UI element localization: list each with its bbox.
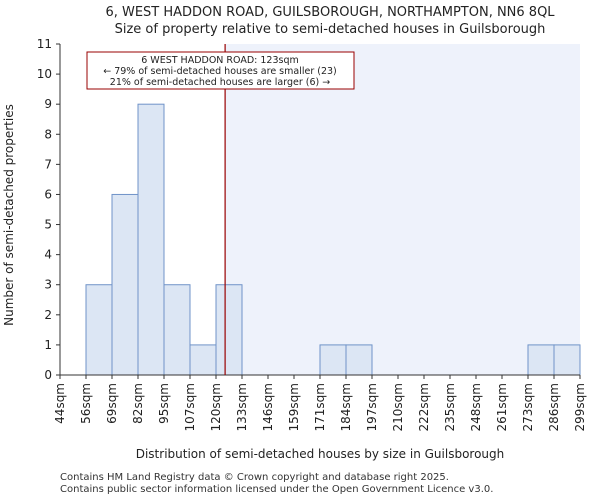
annotation-line1: 6 WEST HADDON ROAD: 123sqm	[141, 55, 299, 66]
footer-line1: Contains HM Land Registry data © Crown c…	[60, 472, 449, 483]
x-tick-label: 299sqm	[573, 383, 587, 431]
y-tick-label: 4	[44, 248, 52, 262]
x-axis-label: Distribution of semi-detached houses by …	[136, 447, 505, 461]
bar-69sqm	[111, 193, 139, 376]
x-tick-label: 56sqm	[79, 383, 93, 424]
x-tick-label: 82sqm	[131, 383, 145, 424]
y-tick-label: 0	[44, 368, 52, 382]
y-tick-label: 10	[37, 67, 52, 81]
x-tick-label: 248sqm	[469, 383, 483, 431]
y-tick-label: 6	[44, 187, 52, 201]
bar-171sqm	[319, 344, 347, 376]
y-tick-label: 3	[44, 278, 52, 292]
bar-273sqm	[527, 344, 555, 376]
footer-line2: Contains public sector information licen…	[60, 484, 494, 495]
x-tick-label: 261sqm	[495, 383, 509, 431]
y-ticks: 0 1 2 3 4 5 6 7 8 9 10 11	[37, 37, 60, 382]
x-tick-label: 210sqm	[391, 383, 405, 431]
x-tick-label: 171sqm	[313, 383, 327, 431]
x-tick-label: 159sqm	[287, 383, 301, 431]
bar-286sqm	[553, 344, 581, 376]
footer: Contains HM Land Registry data © Crown c…	[60, 472, 493, 496]
x-tick-label: 184sqm	[339, 383, 353, 431]
x-tick-label: 95sqm	[157, 383, 171, 424]
x-tick-label: 120sqm	[209, 383, 223, 431]
annotation-line3: 21% of semi-detached houses are larger (…	[110, 77, 330, 88]
y-tick-label: 11	[37, 37, 52, 51]
x-tick-label: 222sqm	[417, 383, 431, 431]
larger-region-shading	[225, 44, 580, 375]
chart-title-line1: 6, WEST HADDON ROAD, GUILSBOROUGH, NORTH…	[105, 5, 555, 20]
x-tick-label: 235sqm	[443, 383, 457, 431]
y-tick-label: 7	[44, 157, 52, 171]
annotation-line2: ← 79% of semi-detached houses are smalle…	[103, 66, 337, 77]
y-tick-label: 5	[44, 218, 52, 232]
x-tick-label: 44sqm	[53, 383, 67, 424]
bar-184sqm	[345, 344, 373, 376]
bar-120sqm	[215, 284, 243, 376]
y-tick-label: 1	[44, 338, 52, 352]
x-tick-label: 107sqm	[183, 383, 197, 431]
x-tick-label: 146sqm	[261, 383, 275, 431]
bars	[85, 103, 581, 376]
annotation-box	[86, 51, 355, 90]
y-axis-label: Number of semi-detached properties	[2, 104, 16, 326]
y-tick-label: 2	[44, 308, 52, 322]
x-tick-label: 197sqm	[365, 383, 379, 431]
bar-107sqm	[189, 344, 217, 376]
y-tick-label: 8	[44, 127, 52, 141]
x-tick-label: 69sqm	[105, 383, 119, 424]
x-tick-label: 273sqm	[521, 383, 535, 431]
x-tick-label: 286sqm	[547, 383, 561, 431]
y-tick-label: 9	[44, 97, 52, 111]
x-tick-label: 133sqm	[235, 383, 249, 431]
chart-title-line2: Size of property relative to semi-detach…	[115, 22, 546, 37]
x-ticks: 44sqm 56sqm 69sqm 82sqm 95sqm 107sqm 120sqm 133…	[53, 375, 587, 431]
bar-56sqm	[85, 284, 113, 376]
bar-95sqm	[163, 284, 191, 376]
bar-82sqm	[137, 103, 165, 376]
